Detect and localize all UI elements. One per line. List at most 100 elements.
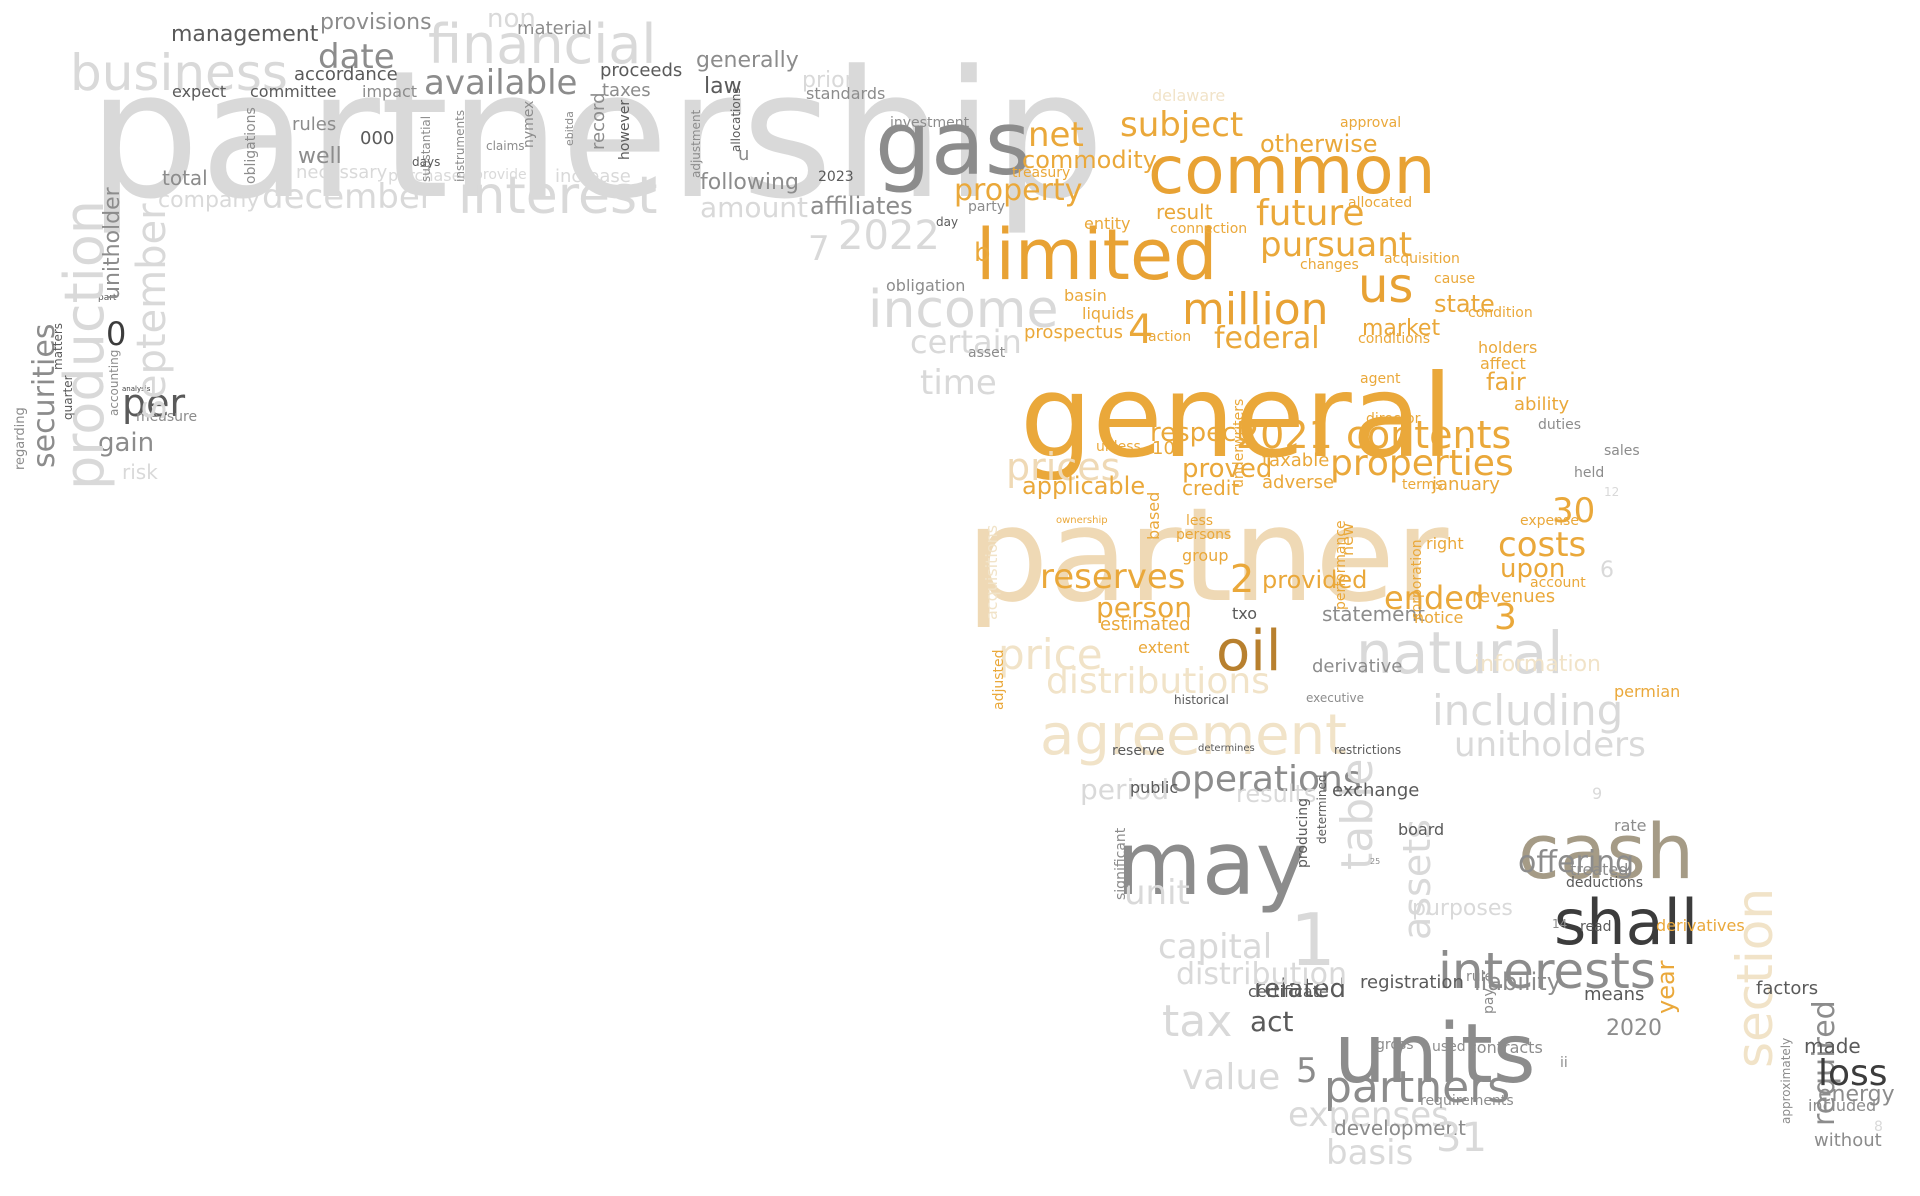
word-taxes: taxes bbox=[602, 80, 651, 101]
word-means: means bbox=[1584, 984, 1645, 1005]
word-state: state bbox=[1434, 290, 1495, 318]
word-b: b bbox=[974, 238, 991, 268]
word-including: including bbox=[1432, 686, 1624, 735]
word-estimated: estimated bbox=[1100, 614, 1191, 635]
word-held: held bbox=[1574, 465, 1605, 481]
word-acquisitions: acquisitions bbox=[982, 524, 1001, 620]
word-entity: entity bbox=[1084, 214, 1131, 233]
word-value: value bbox=[1182, 1057, 1281, 1098]
word-distribution: distribution bbox=[1176, 957, 1347, 992]
word-related: related bbox=[1254, 974, 1346, 1004]
word-prospectus: prospectus bbox=[1024, 322, 1124, 343]
word-measure: measure bbox=[136, 409, 198, 425]
word-terms: terms bbox=[1402, 477, 1443, 493]
word-capital: capital bbox=[1158, 927, 1273, 967]
word-ebitda: ebitda bbox=[563, 111, 576, 146]
word-group: group bbox=[1182, 546, 1229, 565]
word-delaware: delaware bbox=[1152, 86, 1226, 105]
word-executive: executive bbox=[1306, 691, 1365, 705]
word-analysis: analysis bbox=[122, 385, 151, 393]
word-accounting: accounting bbox=[107, 349, 121, 416]
word-distributions: distributions bbox=[1046, 661, 1270, 702]
word-subject: subject bbox=[1120, 105, 1244, 145]
word-party: party bbox=[968, 199, 1005, 215]
word-prior: prior bbox=[802, 68, 854, 93]
word-offering: offering bbox=[1518, 845, 1635, 880]
word-certificate: certificate bbox=[1248, 982, 1329, 1001]
word-year-2023: 2023 bbox=[818, 169, 854, 185]
word-sales: sales bbox=[1604, 443, 1640, 459]
word-december: december bbox=[262, 177, 434, 217]
word-available: available bbox=[424, 63, 578, 103]
word-cause: cause bbox=[1434, 271, 1476, 287]
word-registration: registration bbox=[1360, 972, 1464, 993]
word-adjustment: adjustment bbox=[689, 109, 703, 178]
word-treated: treated bbox=[1570, 860, 1629, 879]
word-holders: holders bbox=[1478, 338, 1538, 357]
word-total: total bbox=[162, 166, 208, 190]
word-information: information bbox=[1474, 652, 1601, 677]
word-costs: costs bbox=[1498, 525, 1587, 565]
word-revenues: revenues bbox=[1472, 586, 1556, 607]
word-exchange: exchange bbox=[1332, 780, 1420, 801]
word-may: may bbox=[1116, 812, 1308, 915]
word-account: account bbox=[1530, 575, 1586, 591]
word-basin: basin bbox=[1064, 286, 1107, 305]
word-well: well bbox=[298, 144, 342, 169]
word-operations: operations bbox=[1170, 759, 1362, 800]
word-fourteen: 14 bbox=[1552, 917, 1568, 931]
word-expenses: expenses bbox=[1288, 1095, 1449, 1135]
word-requirements: requirements bbox=[1420, 1093, 1514, 1109]
word-ability: ability bbox=[1514, 394, 1570, 415]
word-liquids: liquids bbox=[1082, 304, 1135, 323]
word-person: person bbox=[1096, 591, 1192, 624]
word-management: management bbox=[171, 22, 319, 47]
word-six: 6 bbox=[1600, 558, 1614, 583]
word-extent: extent bbox=[1138, 638, 1190, 657]
word-allocations: allocations bbox=[729, 87, 743, 152]
word-without: without bbox=[1814, 1130, 1882, 1151]
word-corporation: corporation bbox=[1409, 539, 1425, 620]
word-necessary: necessary bbox=[296, 162, 388, 183]
word-substantial: substantial bbox=[419, 115, 433, 182]
word-non: non bbox=[487, 4, 536, 34]
word-certain: certain bbox=[910, 323, 1022, 361]
word-ii: ii bbox=[1560, 1055, 1568, 1071]
word-allocated: allocated bbox=[1348, 195, 1413, 211]
word-investment: investment bbox=[890, 115, 970, 131]
word-development: development bbox=[1334, 1116, 1466, 1140]
word-however: however bbox=[617, 99, 633, 160]
word-purposes: purposes bbox=[1412, 896, 1513, 921]
word-contracts: contracts bbox=[1468, 1038, 1543, 1057]
word-less: less bbox=[1186, 513, 1214, 529]
word-partner: partner bbox=[966, 479, 1449, 631]
word-rules: rules bbox=[292, 114, 337, 135]
word-changes: changes bbox=[1300, 257, 1359, 273]
word-generally: generally bbox=[696, 48, 799, 73]
word-affect: affect bbox=[1480, 354, 1526, 373]
word-year: year bbox=[1652, 960, 1680, 1014]
word-gas: gas bbox=[875, 92, 1031, 195]
word-made: made bbox=[1804, 1034, 1861, 1058]
word-acquisition: acquisition bbox=[1384, 251, 1460, 267]
word-respect: respect bbox=[1150, 418, 1247, 448]
word-eight: 8 bbox=[1874, 1119, 1883, 1135]
word-part: part bbox=[98, 293, 117, 303]
word-income: income bbox=[868, 280, 1059, 340]
word-rule: rule bbox=[1466, 969, 1494, 985]
word-per: per bbox=[122, 381, 186, 425]
word-risk: risk bbox=[122, 460, 158, 484]
word-business: business bbox=[70, 44, 288, 102]
word-thousand: 000 bbox=[360, 128, 395, 149]
word-adverse: adverse bbox=[1262, 472, 1335, 493]
word-historical: historical bbox=[1174, 693, 1229, 707]
word-ended: ended bbox=[1384, 579, 1485, 617]
word-treasury: treasury bbox=[1012, 165, 1071, 181]
word-company: company bbox=[158, 188, 260, 213]
word-interests: interests bbox=[1438, 942, 1656, 1000]
word-unitholders: unitholders bbox=[1454, 725, 1646, 765]
word-read: read bbox=[1580, 919, 1612, 935]
word-year-2022: 2022 bbox=[838, 213, 940, 259]
word-gain: gain bbox=[98, 428, 155, 458]
word-year-2021: 2021 bbox=[1236, 413, 1333, 457]
